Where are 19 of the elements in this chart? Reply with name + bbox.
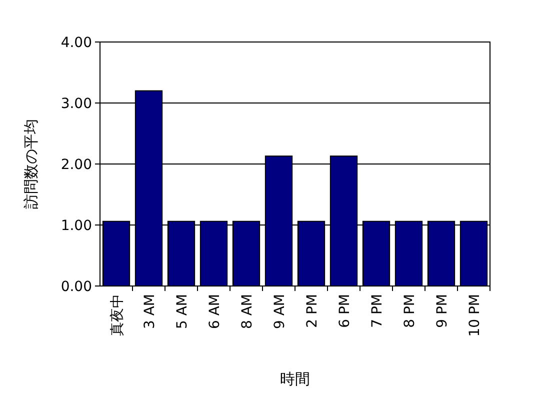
x-tick-label: 9 PM — [434, 294, 450, 328]
x-tick-label: 8 PM — [402, 294, 418, 328]
x-tick-label: 10 PM — [466, 294, 483, 337]
x-tick-label: 5 AM — [174, 294, 190, 330]
x-tick-label: 6 AM — [206, 294, 223, 330]
x-tick-label: 8 AM — [239, 294, 256, 330]
x-tick-label: 3 AM — [142, 294, 158, 330]
y-tick-label: 4.00 — [60, 35, 92, 51]
x-axis-title: 時間 — [280, 370, 310, 388]
y-tick-label: 1.00 — [60, 218, 92, 234]
x-tick-label: 7 PM — [369, 294, 386, 328]
x-tick-label: 6 PM — [336, 294, 353, 328]
y-tick-label: 2.00 — [60, 157, 92, 173]
x-tick-label: 2 PM — [304, 294, 320, 328]
y-tick-label: 3.00 — [60, 96, 92, 112]
x-tick-label: 真夜中 — [109, 294, 126, 336]
x-tick-label: 9 AM — [272, 294, 288, 330]
y-tick-label: 0.00 — [60, 279, 92, 295]
y-axis-title: 訪問数の平均 — [22, 119, 40, 209]
